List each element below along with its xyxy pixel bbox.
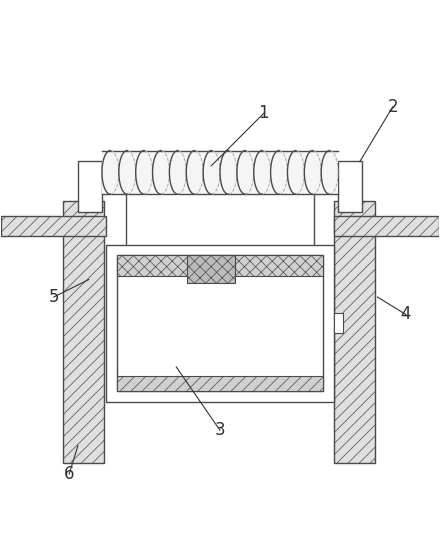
Bar [1, 216, 106, 236]
Bar [117, 255, 323, 277]
Bar [187, 255, 235, 283]
Bar [106, 244, 334, 402]
Bar [117, 255, 323, 391]
Bar [334, 201, 375, 463]
Text: 5: 5 [48, 288, 59, 306]
Bar [102, 150, 338, 194]
Bar [78, 162, 102, 212]
Bar [334, 314, 343, 333]
Text: 4: 4 [400, 305, 411, 324]
Bar [62, 201, 104, 463]
Bar [334, 216, 439, 236]
Text: 1: 1 [258, 105, 269, 122]
Text: 6: 6 [64, 465, 74, 483]
Text: 3: 3 [215, 421, 225, 439]
Text: 2: 2 [387, 98, 398, 116]
Bar [338, 162, 362, 212]
Bar [117, 376, 323, 391]
